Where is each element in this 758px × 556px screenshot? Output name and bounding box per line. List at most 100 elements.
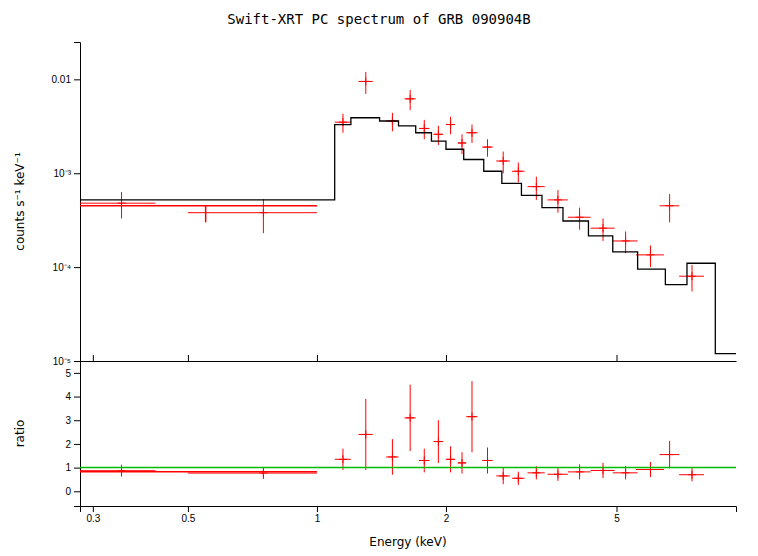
data-point	[576, 213, 584, 221]
data-point	[468, 129, 476, 137]
data-point	[362, 77, 370, 85]
data-point	[447, 455, 455, 463]
y-error-bar	[205, 206, 207, 223]
x-axis-tick	[188, 355, 189, 361]
data-point	[599, 224, 607, 232]
data-point	[259, 209, 267, 217]
x-axis-tick-mark	[93, 355, 94, 361]
y-axis-tick-label: 2	[65, 439, 71, 450]
data-point	[447, 121, 455, 129]
x-axis-tick-mark	[617, 506, 618, 512]
data-point	[362, 430, 370, 438]
title: Swift-XRT PC spectrum of GRB 090904B	[227, 11, 530, 27]
y-axis-title: counts s⁻¹ keV⁻¹	[13, 152, 27, 251]
y-axis-tick: 5	[65, 368, 80, 379]
data-point	[554, 470, 562, 478]
y-axis-line	[74, 43, 81, 362]
data-point	[666, 451, 674, 459]
y-axis-tick-label: 10⁻³	[54, 168, 72, 179]
x-axis-tick	[617, 355, 618, 361]
y-axis-tick: 0	[65, 486, 80, 497]
x-axis-tick-mark	[188, 506, 189, 512]
data-point	[420, 457, 428, 465]
x-axis-tick	[446, 355, 447, 361]
model-line	[80, 118, 736, 354]
x-axis-tick: 1	[315, 506, 321, 524]
y-axis-line	[74, 362, 81, 507]
data-point	[622, 469, 630, 477]
y-axis-tick: 10⁻³	[54, 168, 80, 179]
data-point	[388, 453, 396, 461]
y-axis-tick-mark	[74, 397, 80, 398]
y-axis-tick-mark	[74, 173, 80, 174]
x-axis: 0.3 0.5 1 2 5	[81, 506, 737, 524]
reference-line	[80, 467, 736, 469]
x-axis-tick-mark	[446, 355, 447, 361]
x-axis-tick-label: 1	[315, 513, 321, 524]
x-axis-tick-label: 0.5	[181, 513, 195, 524]
data-point	[532, 183, 540, 191]
y-axis-tick: 3	[65, 415, 80, 426]
y-axis-tick-label: 5	[65, 368, 71, 379]
x-axis-line	[81, 361, 737, 362]
data-point	[468, 413, 476, 421]
y-axis-tick-mark	[74, 79, 80, 80]
panel: 0.3 0.5 1 2 5 0 1 2 3 4 5	[65, 362, 736, 525]
data-point	[458, 139, 466, 147]
data-point	[458, 459, 466, 467]
x-error-bar	[188, 212, 317, 213]
x-axis-line	[81, 507, 737, 513]
x-error-bar	[188, 473, 317, 474]
y-axis-tick-mark	[74, 491, 80, 492]
y-axis-tick-label: 10⁻⁵	[53, 356, 71, 367]
y-axis-tick-mark	[74, 420, 80, 421]
y-axis-tick-mark	[74, 267, 80, 268]
x-axis-tick-mark	[617, 355, 618, 361]
x-axis-tick: 0.3	[86, 506, 100, 524]
data-point	[576, 468, 584, 476]
x-axis-tick-label: 5	[614, 513, 620, 524]
data-point	[666, 202, 674, 210]
data-point	[339, 455, 347, 463]
y-axis-tick-label: 1	[65, 462, 71, 473]
data-point	[434, 438, 442, 446]
data-point	[499, 472, 507, 480]
x-axis-tick: 5	[614, 506, 620, 524]
x-axis-tick-mark	[188, 355, 189, 361]
y-axis-tick-label: 0	[65, 486, 71, 497]
data-point	[688, 471, 696, 479]
data-point	[514, 167, 522, 175]
data-point	[499, 157, 507, 165]
x-axis-tick-mark	[93, 506, 94, 512]
data-point	[554, 196, 562, 204]
y-axis-tick-label: 4	[65, 391, 71, 402]
y-axis: 0 1 2 3 4 5	[65, 362, 80, 507]
y-axis-tick-label: 3	[65, 415, 71, 426]
y-axis-tick-mark	[74, 444, 80, 445]
y-axis-tick: 2	[65, 439, 80, 450]
data-point	[484, 143, 492, 151]
x-axis-title: Energy (keV)	[369, 535, 446, 549]
data-point	[259, 469, 267, 477]
data-point	[484, 457, 492, 465]
y-axis-tick-label: 10⁻⁴	[53, 262, 71, 273]
plot-area	[80, 381, 736, 485]
y-axis-tick: 4	[65, 391, 80, 402]
x-axis-tick	[93, 355, 94, 361]
y-axis-tick: 0.01	[52, 74, 80, 85]
x-axis	[81, 355, 737, 362]
data-point	[434, 130, 442, 138]
data-point	[646, 251, 654, 259]
x-axis-tick-label: 0.3	[86, 513, 100, 524]
data-point	[514, 474, 522, 482]
plot-area	[80, 72, 736, 354]
x-axis-tick-mark	[446, 506, 447, 512]
x-axis-tick: 2	[444, 506, 450, 524]
x-axis-tick-mark	[317, 506, 318, 512]
panel: 10⁻⁵ 10⁻⁴ 10⁻³ 0.01	[52, 43, 737, 367]
y-axis-tick-mark	[74, 373, 80, 374]
data-point	[688, 272, 696, 280]
x-axis-tick	[317, 355, 318, 361]
data-point	[622, 237, 630, 245]
data-point	[532, 469, 540, 477]
